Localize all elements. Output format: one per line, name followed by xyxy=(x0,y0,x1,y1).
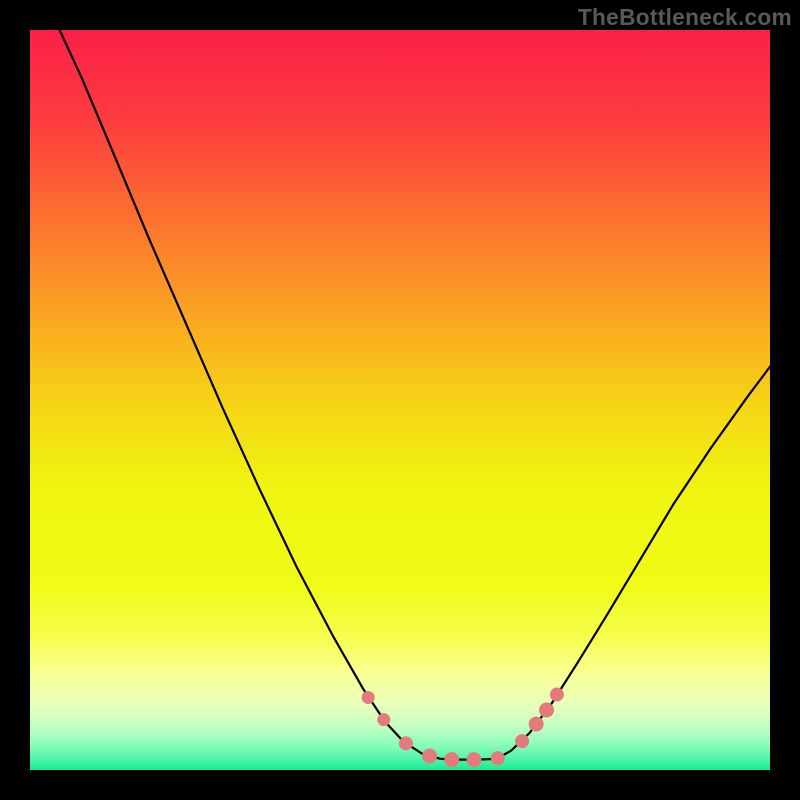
plot-background xyxy=(30,30,770,770)
marker-dot xyxy=(467,753,481,767)
marker-dot xyxy=(362,691,374,703)
chart-svg xyxy=(0,0,800,800)
marker-dot xyxy=(550,688,563,701)
watermark-text: TheBottleneck.com xyxy=(578,4,792,31)
marker-dot xyxy=(423,749,437,763)
marker-dot xyxy=(399,737,412,750)
marker-dot xyxy=(529,717,543,731)
marker-dot xyxy=(516,735,529,748)
marker-dot xyxy=(491,752,504,765)
bottleneck-chart: TheBottleneck.com xyxy=(0,0,800,800)
marker-dot xyxy=(378,714,390,726)
marker-dot xyxy=(540,703,554,717)
marker-dot xyxy=(445,753,459,767)
